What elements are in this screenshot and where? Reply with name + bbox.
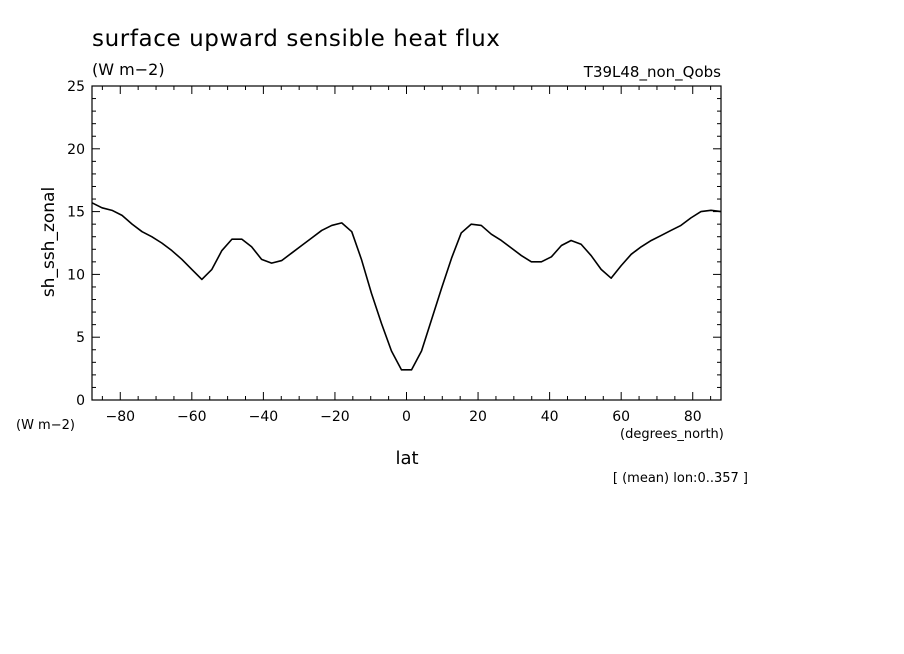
chart-title: surface upward sensible heat flux [92, 26, 501, 52]
y-tick-label: 0 [76, 393, 85, 409]
y-axis-units: (W m−2) [16, 418, 75, 433]
x-tick-label: 20 [469, 409, 487, 425]
plot-frame [91, 85, 722, 401]
footnote: [ (mean) lon:0..357 ] [613, 471, 748, 486]
x-axis-units: (degrees_north) [620, 427, 724, 442]
y-axis-label: sh_ssh_zonal [39, 187, 59, 297]
y-tick-label: 20 [67, 142, 85, 158]
x-tick-label: −80 [105, 409, 135, 425]
x-tick-labels: −80 −60 −40 −20 0 20 40 60 80 [105, 409, 701, 425]
y-tick-label: 25 [67, 79, 85, 95]
y-tick-label: 5 [76, 330, 85, 346]
x-tick-label: −40 [249, 409, 279, 425]
y-tick-label: 15 [67, 205, 85, 221]
x-tick-label: −60 [177, 409, 207, 425]
x-tick-label: 40 [541, 409, 559, 425]
x-tick-label: −20 [320, 409, 350, 425]
run-label: T39L48_non_Qobs [583, 63, 721, 82]
x-axis-label: lat [395, 448, 418, 469]
x-tick-label: 0 [402, 409, 411, 425]
x-tick-label: 80 [684, 409, 702, 425]
y-tick-labels: 0 5 10 15 20 25 [67, 79, 85, 409]
x-ticks [101, 86, 712, 400]
title-units: (W m−2) [92, 60, 165, 79]
x-tick-label: 60 [612, 409, 630, 425]
y-tick-label: 10 [67, 267, 85, 283]
series-line [91, 202, 722, 371]
